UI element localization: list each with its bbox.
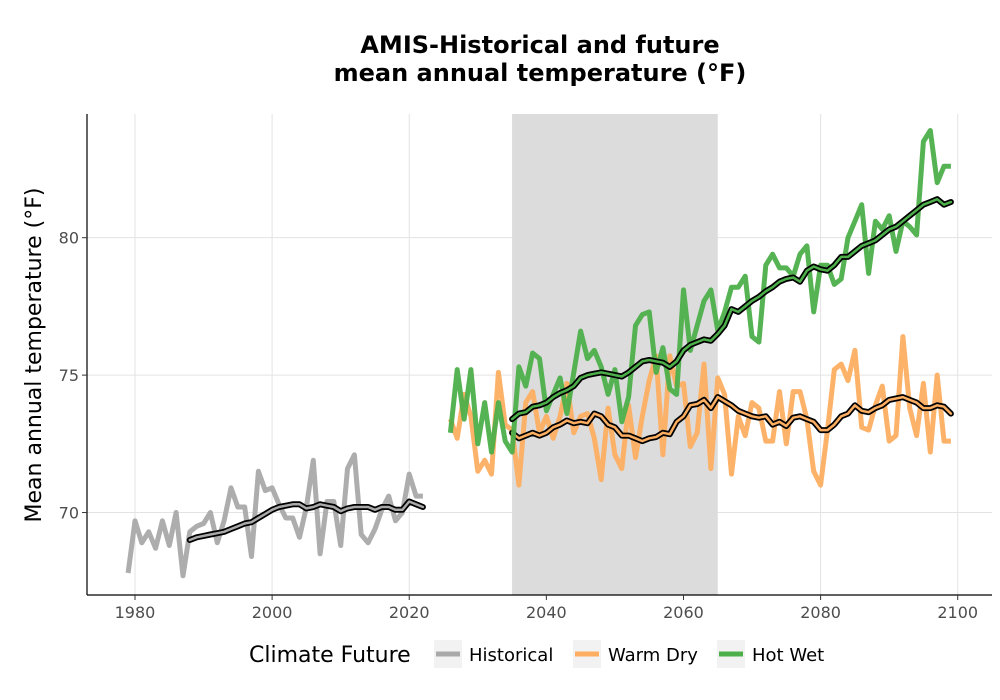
y-tick-label-75: 75: [59, 366, 79, 385]
legend: Climate Future Historical Warm Dry Hot W…: [249, 640, 824, 668]
x-tick-label-2020: 2020: [389, 603, 430, 622]
x-tick-label-2080: 2080: [800, 603, 841, 622]
x-tick-label-2000: 2000: [252, 603, 293, 622]
legend-label-warm-dry: Warm Dry: [608, 645, 698, 666]
x-tick-label-2040: 2040: [526, 603, 567, 622]
x-tick-label-1980: 1980: [115, 603, 156, 622]
series-hot-wet: [447, 128, 951, 455]
y-tick-label-80: 80: [59, 229, 79, 248]
y-tick-label-70: 70: [59, 504, 79, 523]
series-warm-dry-smooth: [510, 395, 953, 443]
shaded-period: [512, 114, 718, 595]
chart-title-line-1: AMIS-Historical and future: [360, 31, 719, 59]
series-historical: [125, 452, 423, 579]
legend-title: Climate Future: [249, 643, 411, 668]
legend-label-historical: Historical: [469, 645, 553, 666]
x-tick-label-2060: 2060: [663, 603, 704, 622]
series-hot-wet-smooth: [510, 197, 953, 421]
chart-title-line-2: mean annual temperature (°F): [334, 59, 747, 87]
y-axis-title: Mean annual temperature (°F): [22, 188, 47, 523]
series-historical-smooth: [188, 500, 425, 542]
x-tick-label-2100: 2100: [937, 603, 978, 622]
plot-area: 1980 2000 2020 2040 2060 2080 2100 70 75 80: [59, 114, 992, 622]
legend-label-hot-wet: Hot Wet: [752, 645, 824, 666]
